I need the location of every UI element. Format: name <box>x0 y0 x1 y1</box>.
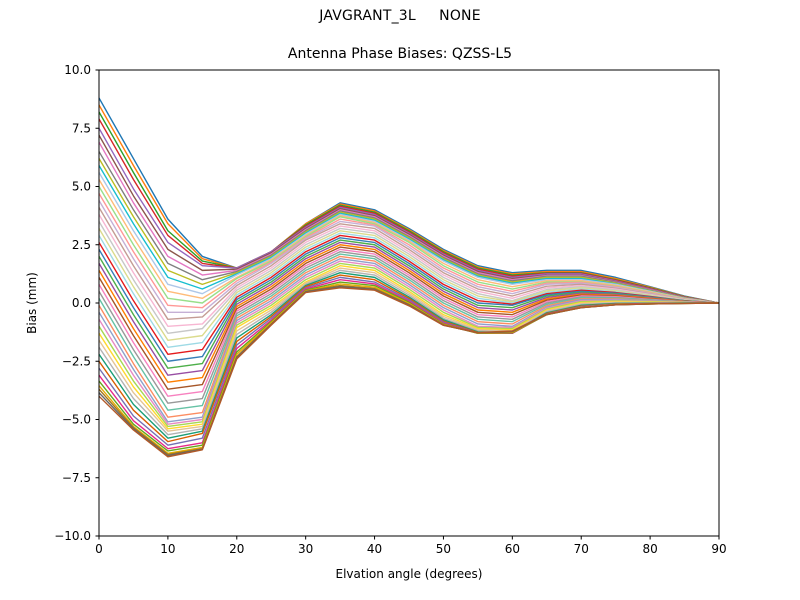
x-tick-label: 80 <box>642 542 657 556</box>
data-line <box>99 171 719 304</box>
data-line <box>99 178 719 304</box>
data-line <box>99 284 719 456</box>
y-tick-label: 10.0 <box>64 63 91 77</box>
data-line <box>99 248 719 397</box>
x-tick-label: 40 <box>367 542 382 556</box>
data-line <box>99 213 719 327</box>
figure-suptitle: JAVGRANT_3L NONE <box>319 8 481 24</box>
data-line <box>99 258 719 423</box>
x-tick-label: 30 <box>298 542 313 556</box>
y-tick-label: 2.5 <box>72 238 91 252</box>
y-tick-label: −7.5 <box>62 471 91 485</box>
y-tick-label: 7.5 <box>72 121 91 135</box>
data-line <box>99 241 719 376</box>
y-tick-label: 0.0 <box>72 296 91 310</box>
y-tick-label: −2.5 <box>62 354 91 368</box>
x-tick-label: 20 <box>229 542 244 556</box>
data-line <box>99 199 719 314</box>
x-tick-label: 10 <box>160 542 175 556</box>
y-axis-label: Bias (mm) <box>25 272 39 334</box>
chart-title: Antenna Phase Biases: QZSS-L5 <box>287 46 513 62</box>
x-tick-label: 0 <box>95 542 103 556</box>
data-line <box>99 287 719 458</box>
data-line <box>99 262 719 428</box>
data-line <box>99 104 719 304</box>
x-tick-label: 90 <box>711 542 726 556</box>
y-axis: −10.0 −7.5 −5.0 −2.5 0.0 2.5 5.0 7.5 10.0 <box>54 63 99 543</box>
x-tick-label: 50 <box>436 542 451 556</box>
x-axis: 0 10 20 30 40 50 60 70 80 90 <box>95 536 727 556</box>
data-line <box>99 220 719 334</box>
x-tick-label: 60 <box>505 542 520 556</box>
y-tick-label: −5.0 <box>62 413 91 427</box>
data-series-group <box>99 97 719 458</box>
x-tick-label: 70 <box>574 542 589 556</box>
data-line <box>99 97 719 304</box>
y-tick-label: 5.0 <box>72 180 91 194</box>
x-axis-label: Elvation angle (degrees) <box>336 567 483 581</box>
data-line <box>99 227 719 341</box>
y-tick-label: −10.0 <box>54 529 91 543</box>
